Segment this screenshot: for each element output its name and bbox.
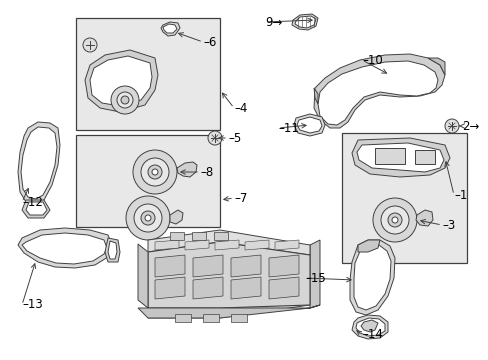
- Bar: [230, 314, 246, 322]
- Polygon shape: [351, 138, 449, 177]
- Text: –8: –8: [200, 166, 213, 179]
- Polygon shape: [355, 318, 384, 336]
- Polygon shape: [18, 122, 60, 205]
- Circle shape: [391, 217, 397, 223]
- Circle shape: [121, 96, 129, 104]
- Circle shape: [126, 196, 170, 240]
- Circle shape: [145, 215, 151, 221]
- Circle shape: [133, 150, 177, 194]
- Text: –15: –15: [305, 271, 325, 284]
- Polygon shape: [193, 255, 223, 277]
- Polygon shape: [21, 127, 57, 199]
- Polygon shape: [148, 242, 309, 308]
- Text: –4: –4: [234, 102, 247, 114]
- Polygon shape: [268, 277, 298, 299]
- Circle shape: [207, 131, 222, 145]
- Polygon shape: [296, 117, 321, 133]
- Text: –7: –7: [234, 192, 247, 204]
- Polygon shape: [148, 295, 309, 318]
- Polygon shape: [155, 277, 184, 299]
- Text: –10: –10: [361, 54, 382, 67]
- Bar: [76, 18, 220, 130]
- Circle shape: [83, 38, 97, 52]
- Polygon shape: [22, 200, 50, 218]
- Polygon shape: [193, 277, 223, 299]
- Polygon shape: [294, 16, 315, 28]
- Polygon shape: [105, 238, 120, 262]
- Polygon shape: [317, 61, 437, 125]
- Circle shape: [141, 158, 169, 186]
- Polygon shape: [415, 210, 432, 226]
- Circle shape: [111, 86, 139, 114]
- Text: –12: –12: [22, 195, 43, 208]
- Text: –5: –5: [227, 131, 241, 144]
- Polygon shape: [313, 54, 444, 128]
- Text: –11: –11: [278, 122, 298, 135]
- Text: –14: –14: [361, 328, 382, 342]
- Bar: [76, 135, 220, 227]
- Circle shape: [148, 165, 162, 179]
- Polygon shape: [427, 58, 444, 75]
- Text: –6: –6: [203, 36, 216, 49]
- Bar: [175, 314, 191, 322]
- Polygon shape: [293, 114, 325, 136]
- Polygon shape: [163, 24, 177, 33]
- Polygon shape: [18, 228, 112, 268]
- Bar: [170, 232, 183, 240]
- Polygon shape: [215, 240, 239, 250]
- Polygon shape: [291, 14, 317, 30]
- Polygon shape: [351, 315, 387, 339]
- Polygon shape: [274, 240, 298, 250]
- Text: 9→: 9→: [264, 15, 282, 28]
- Polygon shape: [138, 244, 148, 308]
- Polygon shape: [356, 143, 443, 172]
- Polygon shape: [230, 277, 261, 299]
- Bar: [374, 148, 404, 164]
- Polygon shape: [230, 255, 261, 277]
- Polygon shape: [138, 305, 319, 318]
- Polygon shape: [90, 56, 152, 106]
- Circle shape: [134, 204, 162, 232]
- Text: –1: –1: [453, 189, 467, 202]
- Polygon shape: [26, 202, 47, 215]
- Text: –13: –13: [22, 298, 42, 311]
- Bar: [342, 133, 466, 263]
- Text: –3: –3: [441, 219, 454, 231]
- Polygon shape: [244, 240, 268, 250]
- Polygon shape: [184, 240, 208, 250]
- Circle shape: [380, 206, 408, 234]
- Circle shape: [444, 119, 458, 133]
- Polygon shape: [85, 50, 158, 112]
- Polygon shape: [148, 230, 309, 255]
- Bar: [414, 150, 434, 164]
- Polygon shape: [22, 233, 107, 264]
- Polygon shape: [155, 240, 179, 250]
- Polygon shape: [268, 255, 298, 277]
- Polygon shape: [309, 240, 319, 308]
- Polygon shape: [155, 255, 184, 277]
- Polygon shape: [108, 241, 117, 259]
- Polygon shape: [161, 22, 180, 36]
- Circle shape: [117, 92, 133, 108]
- Bar: [203, 314, 219, 322]
- Bar: [214, 232, 227, 240]
- Text: 2→: 2→: [461, 120, 478, 132]
- Circle shape: [152, 169, 158, 175]
- Circle shape: [141, 211, 155, 225]
- Polygon shape: [313, 88, 317, 104]
- Polygon shape: [353, 245, 390, 310]
- Polygon shape: [360, 320, 377, 332]
- Circle shape: [387, 213, 401, 227]
- Polygon shape: [357, 240, 379, 252]
- Polygon shape: [177, 162, 197, 177]
- Polygon shape: [349, 240, 394, 315]
- Polygon shape: [170, 210, 183, 224]
- Bar: [192, 232, 205, 240]
- Circle shape: [372, 198, 416, 242]
